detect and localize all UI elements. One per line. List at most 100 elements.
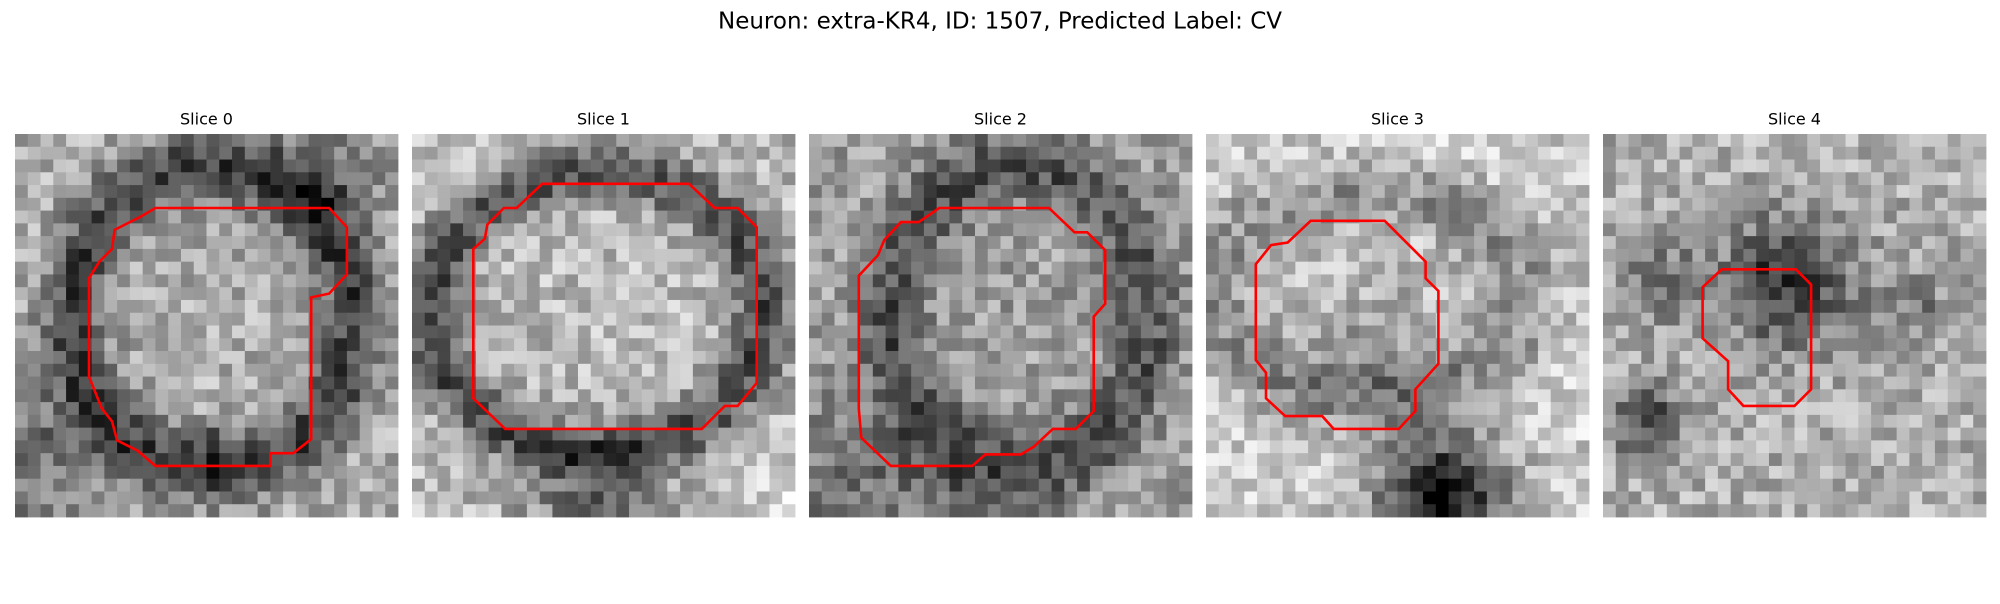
pixel [1525, 402, 1539, 416]
pixel [1000, 134, 1014, 148]
pixel [1730, 248, 1744, 263]
pixel [295, 351, 310, 365]
pixel [1794, 312, 1808, 326]
pixel [565, 287, 579, 301]
pixel [590, 146, 604, 160]
pixel [872, 351, 886, 365]
pixel [66, 274, 80, 288]
pixel [1320, 402, 1335, 416]
pixel [756, 248, 770, 263]
pixel [680, 465, 694, 480]
pixel [514, 261, 528, 275]
pixel [1295, 134, 1309, 148]
pixel [206, 351, 220, 365]
pixel [1705, 504, 1719, 518]
pixel [1717, 172, 1732, 186]
pixel [1359, 287, 1373, 301]
pixel [346, 491, 361, 505]
pixel [1115, 312, 1129, 326]
pixel [987, 338, 1001, 352]
pixel [705, 236, 719, 250]
pixel [40, 389, 54, 403]
pixel [898, 172, 912, 186]
pixel [1692, 414, 1706, 429]
pixel [321, 185, 335, 199]
pixel [1705, 351, 1719, 365]
pixel [244, 478, 258, 492]
pixel [809, 440, 823, 454]
pixel [1537, 389, 1552, 403]
pixel [1641, 504, 1655, 518]
pixel [514, 223, 528, 237]
pixel [1206, 504, 1220, 518]
pixel [629, 414, 643, 429]
pixel [629, 146, 643, 160]
pixel [1934, 210, 1949, 224]
pixel [1000, 402, 1014, 416]
pixel [616, 376, 630, 390]
pixel [705, 248, 719, 263]
pixel [718, 261, 732, 275]
pixel [1128, 287, 1142, 301]
pixel [1410, 287, 1424, 301]
pixel [1448, 172, 1462, 186]
pixel [219, 453, 233, 467]
pixel [974, 478, 989, 492]
pixel [1231, 159, 1245, 173]
pixel [40, 338, 54, 352]
pixel [1206, 363, 1220, 377]
pixel [782, 197, 796, 211]
pixel [463, 440, 477, 454]
pixel [641, 491, 655, 505]
pixel [1871, 299, 1885, 314]
pixel [1537, 261, 1552, 275]
pixel [885, 248, 899, 263]
pixel [346, 197, 361, 211]
pixel [334, 465, 348, 480]
pixel [91, 351, 105, 365]
pixel [616, 210, 630, 224]
pixel [1858, 453, 1872, 467]
pixel [962, 414, 976, 429]
pixel [219, 236, 233, 250]
pixel [1628, 146, 1642, 160]
pixel [1013, 389, 1027, 403]
pixel [1244, 338, 1258, 352]
pixel [782, 440, 796, 454]
pixel [860, 363, 874, 377]
pixel [923, 261, 938, 275]
pixel [949, 248, 963, 263]
pixel [911, 440, 925, 454]
pixel [769, 363, 783, 377]
pixel [1947, 338, 1961, 352]
pixel [475, 338, 489, 352]
pixel [834, 146, 848, 160]
pixel [1883, 325, 1898, 339]
pixel [756, 223, 770, 237]
pixel [129, 146, 144, 160]
pixel [731, 440, 745, 454]
pixel [1282, 491, 1296, 505]
pixel [1000, 414, 1014, 429]
pixel [1218, 325, 1232, 339]
pixel [847, 440, 861, 454]
pixel [1435, 134, 1449, 148]
pixel [1692, 134, 1706, 148]
pixel [1820, 504, 1834, 518]
pixel [667, 172, 681, 186]
pixel [1858, 185, 1872, 199]
pixel [1333, 172, 1347, 186]
pixel [1768, 414, 1783, 429]
pixel [1206, 491, 1220, 505]
pixel [1512, 376, 1526, 390]
pixel [1269, 287, 1283, 301]
pixel [705, 414, 719, 429]
pixel [1244, 287, 1258, 301]
panel-title: Slice 4 [1768, 110, 1821, 129]
pixel [911, 236, 925, 250]
pixel [1576, 248, 1590, 263]
pixel [923, 159, 938, 173]
pixel [1973, 312, 1987, 326]
pixel [501, 261, 515, 275]
pixel [654, 248, 668, 263]
